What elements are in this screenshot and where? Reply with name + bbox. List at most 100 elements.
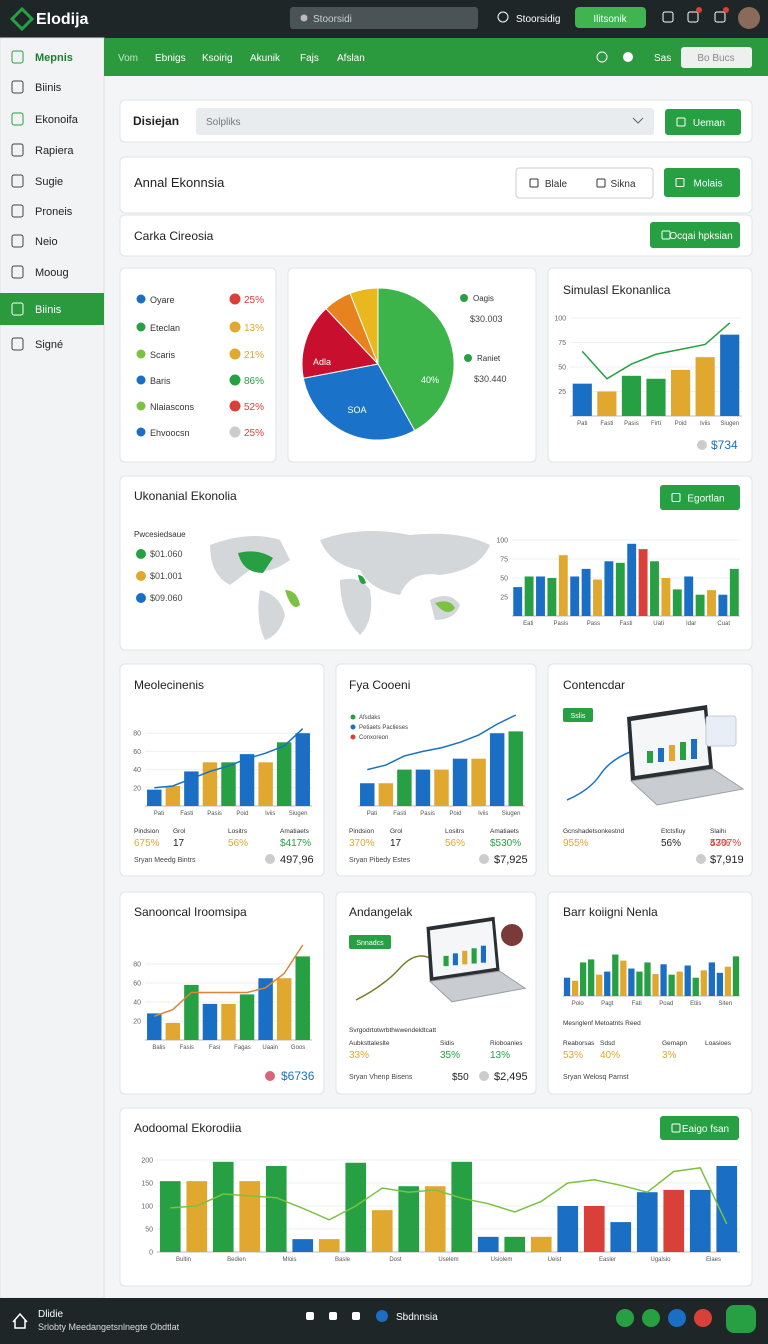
footer-action[interactable] — [694, 1309, 712, 1327]
x-tick-label: Pasis — [207, 811, 222, 817]
total-icon — [697, 440, 707, 450]
sidebar-item[interactable]: Mepnis — [35, 52, 73, 64]
sidebar-item[interactable]: Sugie — [35, 176, 63, 188]
bar — [295, 733, 310, 806]
nav-tab[interactable]: Ksoirig — [202, 53, 233, 64]
stat-label: Slaihi — [710, 828, 726, 835]
search-text[interactable]: Stoorsidi — [313, 14, 352, 25]
sidebar-active[interactable] — [0, 293, 104, 325]
top-icon[interactable] — [714, 11, 726, 23]
search-box[interactable] — [290, 7, 478, 29]
nav-tab[interactable]: Fajs — [300, 53, 319, 64]
nav-button-label[interactable]: Bo Bucs — [697, 53, 734, 64]
stat-value: 56% — [228, 838, 248, 849]
stat-value: 56% — [661, 838, 681, 849]
filter-label: Disiejan — [133, 114, 179, 128]
footer-icon[interactable] — [329, 1312, 337, 1320]
footer-button[interactable] — [726, 1305, 756, 1333]
sidebar-icon — [11, 80, 24, 94]
bar — [660, 964, 667, 996]
sidebar-item[interactable]: Signé — [35, 339, 63, 351]
button[interactable] — [660, 485, 740, 510]
x-tick-label: Easler — [599, 1257, 616, 1263]
bar — [530, 1236, 552, 1252]
legend-badge — [229, 400, 241, 412]
legend-title: Pwcesiedsaue — [134, 530, 186, 539]
trend-line — [170, 1167, 728, 1225]
button-label[interactable]: Ocqai hpksian — [669, 231, 732, 242]
button-label[interactable]: Sikna — [610, 179, 635, 190]
bar — [159, 1181, 181, 1252]
badge-dot — [723, 7, 729, 13]
top-icon[interactable] — [687, 11, 699, 23]
document-icon — [705, 715, 737, 747]
sidebar-item[interactable]: Neio — [35, 236, 58, 248]
footer-action[interactable] — [642, 1309, 660, 1327]
stat-label: Reaborsas — [563, 1040, 595, 1047]
x-tick-label: Bultin — [176, 1257, 191, 1263]
button-label[interactable]: Eaigo fsan — [682, 1124, 729, 1135]
button[interactable] — [585, 170, 649, 196]
sidebar-item[interactable]: Biinis — [35, 82, 62, 94]
nav-tab[interactable]: Ebnigs — [155, 53, 186, 64]
card-total: 497,96 — [280, 854, 314, 866]
top-button[interactable] — [575, 7, 646, 28]
sidebar-item[interactable]: Biinis — [35, 304, 62, 316]
sidebar-item[interactable]: Proneis — [35, 206, 73, 218]
legend-name: Baris — [150, 376, 171, 386]
footer-action[interactable] — [668, 1309, 686, 1327]
nav-tab[interactable]: Akunik — [250, 53, 281, 64]
bar — [345, 1162, 367, 1252]
badge — [563, 708, 593, 722]
y-tick-label: 20 — [133, 785, 141, 792]
sidebar-item[interactable]: Rapiera — [35, 145, 74, 157]
button-label[interactable]: Egortlan — [687, 494, 724, 505]
sidebar-item[interactable]: Mooug — [35, 267, 69, 279]
x-tick-label: Usiolem — [491, 1257, 513, 1263]
nav-tab[interactable]: Vom — [118, 53, 138, 64]
footer-icon[interactable] — [306, 1312, 314, 1320]
avatar — [738, 7, 760, 29]
x-tick-label: Pasis — [624, 421, 639, 427]
bar — [720, 334, 740, 416]
button[interactable] — [660, 1116, 739, 1140]
stat-label: Pindsion — [349, 828, 374, 835]
bar — [621, 375, 642, 416]
card — [119, 214, 753, 257]
footer-icon[interactable] — [352, 1312, 360, 1320]
button-label[interactable]: Molais — [694, 179, 723, 190]
select-text[interactable]: Solpliks — [206, 117, 240, 128]
stat-value: $530% — [490, 838, 521, 849]
button-label[interactable]: Blale — [545, 179, 568, 190]
button[interactable] — [665, 109, 741, 135]
legend-dot — [136, 401, 146, 411]
bar — [583, 1206, 605, 1252]
card-title: Simulasl Ekonanlica — [563, 283, 671, 297]
button[interactable] — [518, 170, 582, 196]
stat-value: 40% — [600, 1050, 620, 1061]
x-tick-label: Fati — [632, 1001, 642, 1007]
nav-button[interactable] — [681, 47, 752, 68]
footer-action[interactable] — [616, 1309, 634, 1327]
select[interactable] — [196, 108, 654, 135]
card-footer: Sryan Welosq Parnst — [563, 1074, 629, 1081]
icon — [596, 51, 608, 63]
laptop-display — [429, 921, 497, 978]
legend-badge — [229, 426, 241, 438]
bar — [212, 1161, 234, 1252]
button[interactable] — [650, 222, 740, 248]
button-label[interactable]: Ueman — [693, 118, 725, 129]
top-icon[interactable] — [662, 11, 674, 23]
sidebar-item[interactable]: Ekonoifa — [35, 114, 79, 126]
bar — [557, 1206, 579, 1252]
bar — [471, 758, 486, 806]
button[interactable] — [664, 168, 740, 197]
top-button-label[interactable]: Ilitsonik — [593, 14, 627, 25]
card-total: $6736 — [281, 1069, 315, 1083]
nav-tab[interactable]: Afslan — [337, 53, 365, 64]
x-tick-label: Pass — [587, 621, 600, 627]
x-tick-label: Ugalsio — [650, 1257, 671, 1263]
legend-name: Eteclan — [150, 323, 180, 333]
bar — [221, 1003, 236, 1040]
x-tick-label: Polo — [572, 1001, 585, 1007]
